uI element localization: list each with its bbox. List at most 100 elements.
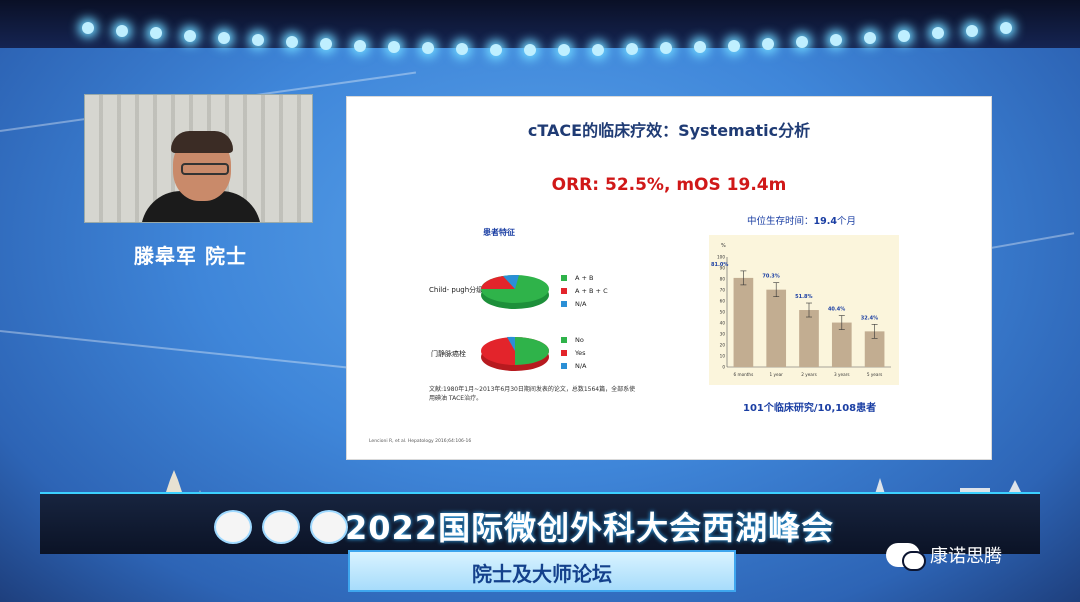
y-tick-label: 0 [722,365,725,370]
legend-swatch [561,288,567,294]
stage-light [694,41,706,54]
pie2-legend-3: N/A [561,362,587,370]
stage-light [558,43,570,56]
data-label: 51.8% [795,294,812,300]
y-axis-label: % [721,243,726,249]
stage-light [524,43,536,56]
x-tick-label: 6 months [734,372,754,377]
pie2-legend-2: Yes [561,349,586,357]
wechat-watermark: 康诺思腾 [886,542,1002,571]
pie2-label: 门静脉癌栓 [431,350,466,358]
forum-title: 院士及大师论坛 [472,562,612,586]
survival-bar [831,322,852,367]
x-tick-label: 5 years [867,372,883,377]
event-title: 2022国际微创外科大会西湖峰会 [345,509,835,547]
wechat-icon [886,543,926,571]
speaker-video [84,94,313,223]
stage-light [388,41,400,54]
pie1-legend-1: A + B [561,274,593,282]
y-tick-label: 50 [720,310,726,315]
sponsor-logo-2 [262,510,300,544]
survival-bar [766,289,787,367]
stage-ceiling [0,0,1080,48]
y-tick-label: 30 [720,332,726,337]
y-tick-label: 20 [720,343,726,348]
legend-swatch [561,350,567,356]
watermark-text: 康诺思腾 [930,546,1002,567]
survival-bar [864,331,885,367]
citation: Lencioni R, et al. Hepatology 2016;64:10… [369,439,472,444]
y-tick-label: 90 [720,266,726,271]
stage-light [796,36,808,49]
x-tick-label: 2 years [801,372,817,377]
stage-light [354,39,366,52]
sponsor-logo-1 [214,510,252,544]
light-streak [0,330,359,370]
stage-light [286,36,298,49]
y-tick-label: 100 [717,255,725,260]
x-tick-label: 1 year [770,372,784,377]
stage-light [218,31,230,44]
legend-swatch [561,363,567,369]
survival-footer: 101个临床研究/10,108患者 [743,403,877,414]
y-tick-label: 10 [720,354,726,359]
stage-light [660,42,672,55]
stage-light [762,38,774,50]
survival-bar [733,277,754,367]
data-label: 40.4% [828,307,845,313]
legend-swatch [561,337,567,343]
survival-bar [799,310,819,367]
stage-light [830,34,842,47]
event-banner [40,492,1040,554]
survival-chart-box: % 0 10 20 30 40 50 60 70 80 90 100 81.0% 6 months 70.3… [709,235,899,385]
survival-title-value: 19.4 [813,216,837,227]
stage-light [116,24,128,37]
stage-light [456,43,468,56]
data-label: 81.0% [711,262,728,268]
literature-note: 文献:1980年1月~2013年6月30日期间发表的论文，总数1564篇，全部系… [429,386,636,402]
characteristics-title: 患者特征 [483,228,515,237]
slide-title: cTACE的临床疗效：Systematic分析 [527,121,811,140]
data-label: 32.4% [861,315,878,321]
pie2-legend-1: No [561,336,584,344]
legend-swatch [561,275,567,281]
stage-light [320,38,332,50]
stage-light [82,22,94,34]
y-tick-label: 70 [720,288,726,293]
survival-title-prefix: 中位生存时间： [747,216,814,227]
pie1-label: Child- pugh分级 [429,286,484,294]
x-tick-label: 3 years [834,372,850,377]
y-tick-label: 80 [720,277,726,282]
sponsor-logo-3 [310,510,348,544]
survival-title-suffix: 个月 [836,216,856,227]
stage-light [252,34,264,47]
stage-light [898,29,910,42]
stage-light [490,43,502,56]
stage-light [864,31,876,44]
stage-light [932,27,944,40]
survival-title: 中位生存时间：19.4个月 [747,213,856,227]
pie1-chart [481,274,549,309]
legend-swatch [561,301,567,307]
presentation-slide: cTACE的临床疗效：Systematic分析 ORR: 52.5%, mOS … [346,96,992,460]
speaker-hair [171,131,233,153]
pie2-chart [481,336,549,371]
stage-light [1000,22,1012,34]
stage-light [966,24,978,37]
stage-light [184,29,196,42]
stage-light [728,39,740,52]
y-tick-label: 40 [720,321,726,326]
slide-subtitle: ORR: 52.5%, mOS 19.4m [551,175,787,195]
stage-light [150,27,162,40]
forum-bar: 院士及大师论坛 [348,550,736,592]
stage-light [592,43,604,56]
data-label: 70.3% [762,274,779,280]
y-tick-label: 60 [720,299,726,304]
speaker-name: 滕皋军 院士 [134,244,247,268]
stage-light [626,43,638,56]
stage-light [422,42,434,55]
survival-bar-chart: % 0 10 20 30 40 50 60 70 80 90 100 81.0% 6 months 70.3… [711,243,891,377]
speaker-glasses [181,163,229,175]
pie1-legend-3: N/A [561,300,587,308]
